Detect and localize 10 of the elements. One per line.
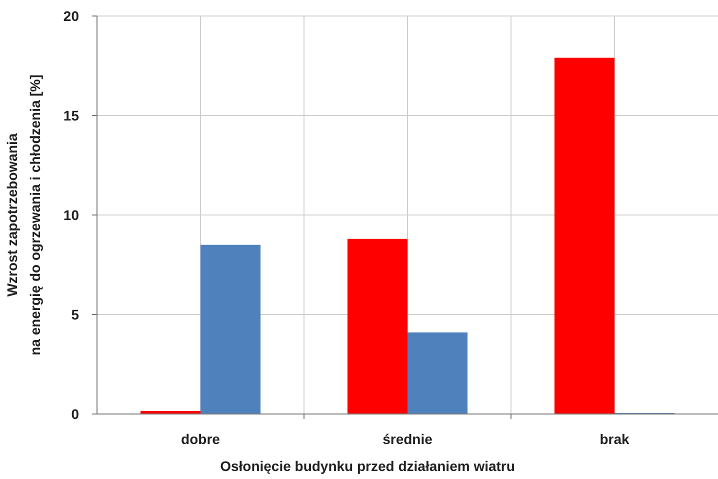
y-axis-title: Wzrost zapotrzebowania na energię do ogrzewania i chłodzenia [%] (4, 74, 43, 356)
y-tick-label: 10 (63, 206, 80, 223)
y-tick-label: 20 (63, 8, 80, 24)
y-tick-label: 0 (71, 406, 80, 422)
x-axis-title: Osłonięcie budynku przed działaniem wiatru (220, 458, 515, 474)
x-tick-label: brak (600, 431, 630, 447)
x-tick-label: średnie (382, 431, 433, 447)
x-tick-label: dobre (181, 431, 220, 447)
y-tick-label: 15 (63, 107, 80, 124)
y-tick-label: 5 (71, 306, 80, 322)
